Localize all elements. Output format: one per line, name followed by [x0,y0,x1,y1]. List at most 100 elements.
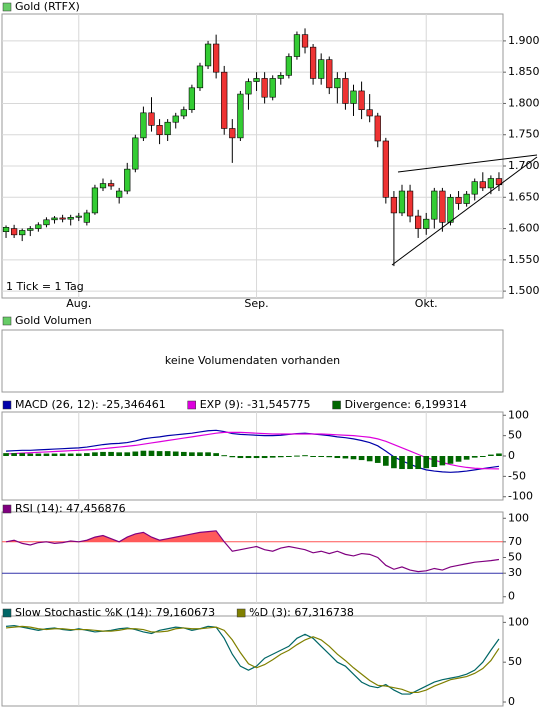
histogram-bar [366,456,373,462]
y-tick-label: 0 [508,695,515,708]
indicator-line [5,624,500,695]
histogram-bar [261,456,268,459]
histogram-bar [84,453,90,456]
y-tick-label: 1.550 [508,253,540,266]
candle-body [318,59,325,79]
no-data-message: keine Volumendaten vorhanden [165,354,340,367]
y-tick-label: 30 [508,566,522,579]
histogram-bar [294,455,300,457]
panel-title: Gold (RTFX) [15,0,80,13]
histogram-bar [221,455,228,457]
candle-body [406,190,414,217]
legend-swatch [2,316,12,326]
histogram-bar [245,456,252,459]
candle-body [447,196,454,223]
candle-body [390,196,398,214]
candle-body [116,190,123,198]
histogram-bar [269,456,276,458]
histogram-bar [431,456,438,467]
candle-body [358,90,365,111]
histogram-bar [318,456,325,457]
legend-label: Slow Stochastic %K (14): 79,160673 [15,606,215,619]
histogram-bar [471,456,478,458]
legend-swatch [2,504,12,514]
candle-body [10,228,18,236]
histogram-bar [399,456,405,470]
candle-body [213,43,220,73]
histogram-bar [92,452,98,456]
y-tick-label: 1.800 [508,96,540,109]
y-tick-label: 70 [508,535,522,548]
histogram-bar [391,456,397,469]
histogram-bar [27,453,34,456]
overbought-area [6,530,225,542]
y-tick-label: 1.700 [508,159,540,172]
candle-body [19,230,26,236]
legend-label: %D (3): 67,316738 [249,606,354,619]
candle-body [196,65,204,89]
candle-body [301,34,309,48]
histogram-bar [439,456,446,466]
legend-swatch [187,400,196,410]
histogram-bar [156,451,163,456]
histogram-bar [415,456,421,470]
legend-swatch [2,400,12,410]
y-tick-label: 100 [508,615,529,628]
candle-body [164,121,171,136]
candle-body [261,78,268,98]
y-tick-label: -50 [508,469,526,482]
histogram-bar [100,451,106,456]
histogram-bar [19,453,26,456]
candle-body [293,34,301,57]
candle-body [35,224,42,229]
candle-body [253,78,260,82]
candle-body [172,115,179,123]
candle-body [350,90,357,104]
histogram-bar [148,450,155,456]
panel-frame [1,615,504,707]
candle-body [204,43,212,67]
candle-body [67,217,74,220]
legend-swatch [2,608,12,618]
y-tick-label: 100 [508,408,529,421]
histogram-bar [277,456,284,458]
histogram-bar [205,452,211,456]
legend-swatch [2,2,12,12]
candle-body [269,78,276,98]
candle-body [237,93,244,139]
legend-label: EXP (9): -31,545775 [200,398,311,411]
candle-body [43,219,50,226]
histogram-bar [3,453,9,456]
candle-body [285,56,292,76]
candle-body [2,227,10,232]
candle-body [140,112,147,139]
candle-body [245,81,252,95]
candle-body [398,190,406,214]
histogram-bar [75,453,82,456]
legend-label: Divergence: 6,199314 [345,398,467,411]
candle-body [439,190,446,223]
candle-body [277,75,284,79]
histogram-bar [189,452,195,456]
histogram-bar [463,456,470,460]
histogram-bar [116,452,122,456]
candle-body [415,215,422,229]
trend-line [391,156,538,266]
x-tick-label: Aug. [66,297,91,310]
candle-body [326,59,333,89]
candle-body [471,181,478,195]
y-tick-label: 100 [508,511,529,524]
candle-body [75,215,82,218]
candle-body [487,178,495,189]
histogram-bar [213,453,219,456]
candle-body [366,109,373,117]
histogram-bar [334,456,341,459]
histogram-bar [407,456,413,470]
histogram-bar [326,456,333,458]
candle-body [431,190,438,220]
histogram-bar [35,453,42,456]
annotation: 1 Tick = 1 Tag [6,280,84,293]
histogram-bar [172,451,179,456]
candle-body [51,217,58,221]
histogram-bar [67,453,74,456]
